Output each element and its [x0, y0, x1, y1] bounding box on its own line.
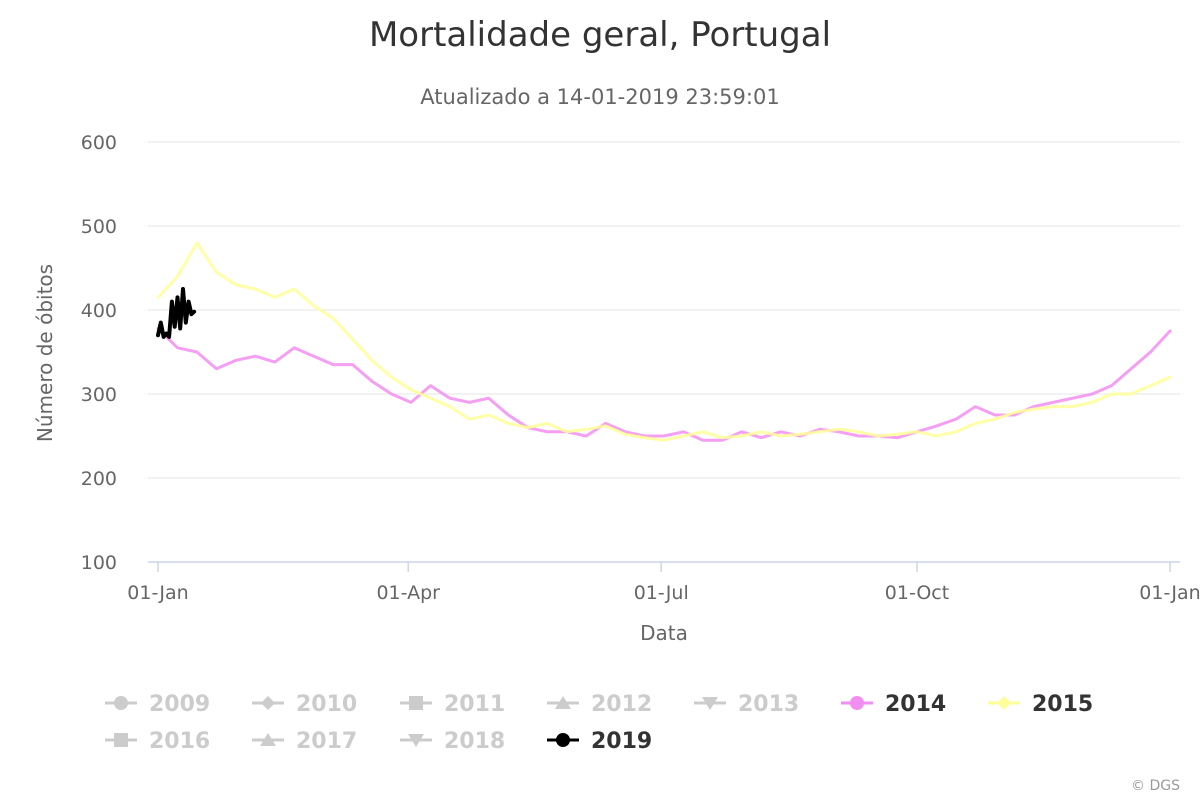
- legend-item-2015[interactable]: 2015: [988, 692, 1093, 717]
- x-tick-label: 01-Jan: [1139, 582, 1200, 604]
- legend-item-2016[interactable]: 2016: [105, 729, 210, 754]
- y-tick-label: 500: [81, 216, 117, 238]
- x-axis-title: Data: [640, 621, 688, 645]
- legend-item-2017[interactable]: 2017: [252, 729, 357, 754]
- x-tick-label: 01-Apr: [376, 582, 440, 604]
- legend-marker-circle: [850, 696, 864, 710]
- legend-item-2010[interactable]: 2010: [252, 692, 357, 717]
- y-axis-title: Número de óbitos: [33, 264, 57, 442]
- legend-label: 2019: [591, 729, 652, 754]
- legend-marker-triangle: [260, 733, 276, 746]
- legend-marker-triangle-down: [702, 697, 718, 710]
- legend-item-2009[interactable]: 2009: [105, 692, 210, 717]
- legend-label: 2017: [296, 729, 357, 754]
- y-tick-label: 300: [81, 384, 117, 406]
- x-tick-label: 01-Oct: [885, 582, 949, 604]
- credit[interactable]: © DGS: [1131, 778, 1180, 794]
- y-tick-label: 100: [81, 552, 117, 574]
- legend-marker-diamond: [997, 696, 1011, 710]
- legend-label: 2011: [444, 692, 505, 717]
- plot-area: [156, 241, 1172, 442]
- x-tick-label: 01-Jul: [634, 582, 689, 604]
- chart-subtitle: Atualizado a 14-01-2019 23:59:01: [420, 85, 779, 109]
- legend-item-2011[interactable]: 2011: [400, 692, 505, 717]
- legend-item-2014[interactable]: 2014: [841, 692, 946, 717]
- legend-label: 2009: [149, 692, 210, 717]
- legend-marker-triangle: [555, 696, 571, 709]
- legend-marker-diamond: [261, 696, 275, 710]
- legend-item-2013[interactable]: 2013: [694, 692, 799, 717]
- y-tick-label: 600: [81, 132, 117, 154]
- y-tick-label: 400: [81, 300, 117, 322]
- legend-marker-triangle-down: [408, 734, 424, 747]
- legend-marker-circle: [556, 733, 570, 747]
- x-tick-label: 01-Jan: [127, 582, 188, 604]
- series-line-2015[interactable]: [156, 241, 1172, 442]
- legend-item-2018[interactable]: 2018: [400, 729, 505, 754]
- legend-item-2019[interactable]: 2019: [547, 729, 652, 754]
- legend-item-2012[interactable]: 2012: [547, 692, 652, 717]
- series-line-2014[interactable]: [156, 327, 1172, 442]
- legend-marker-square: [114, 733, 128, 747]
- chart-title: Mortalidade geral, Portugal: [369, 15, 831, 55]
- legend-label: 2010: [296, 692, 357, 717]
- legend-marker-square: [409, 696, 423, 710]
- series-line-2019[interactable]: [156, 287, 197, 339]
- legend-label: 2014: [885, 692, 946, 717]
- x-axis: 01-Jan 01-Apr 01-Jul 01-Oct 01-Jan: [127, 561, 1200, 604]
- y-tick-label: 200: [81, 468, 117, 490]
- legend-label: 2018: [444, 729, 505, 754]
- y-axis-ticks: 100 200 300 400 500 600: [81, 132, 117, 574]
- legend-label: 2012: [591, 692, 652, 717]
- legend-label: 2013: [738, 692, 799, 717]
- legend-marker-circle: [114, 696, 128, 710]
- legend: 2009 2010 2011 2012 2013 2014 2015 2016 2017 2018…: [105, 692, 1093, 754]
- legend-label: 2016: [149, 729, 210, 754]
- legend-label: 2015: [1032, 692, 1093, 717]
